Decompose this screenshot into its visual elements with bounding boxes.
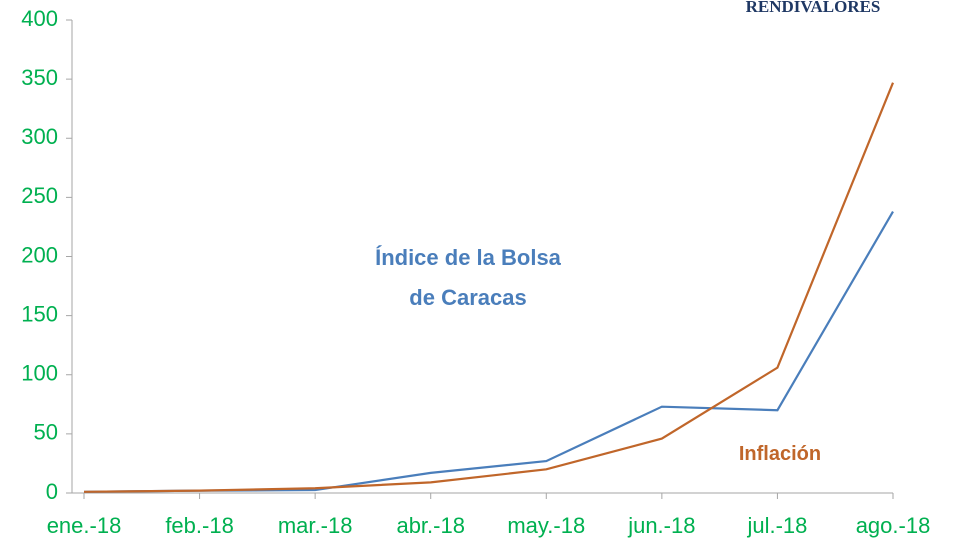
x-tick-label: jun.-18 <box>627 513 695 538</box>
source-label: RENDIVALORES <box>746 0 881 16</box>
y-tick-label: 50 <box>34 420 58 445</box>
y-tick-label: 150 <box>21 301 58 326</box>
y-tick-label: 300 <box>21 124 58 149</box>
y-tick-label: 200 <box>21 242 58 267</box>
series-label: Inflación <box>738 443 822 465</box>
series-label: Índice de la Bolsa de Caracas <box>375 245 561 310</box>
x-tick-label: ago.-18 <box>856 513 931 538</box>
y-tick-label: 250 <box>21 183 58 208</box>
series-line <box>83 82 895 493</box>
x-tick-label: ene.-18 <box>47 513 122 538</box>
x-tick-label: jul.-18 <box>746 513 807 538</box>
x-tick-label: may.-18 <box>507 513 585 538</box>
y-tick-label: 100 <box>21 361 58 386</box>
y-tick-label: 0 <box>46 479 58 504</box>
y-tick-label: 400 <box>21 6 58 31</box>
x-tick-label: mar.-18 <box>278 513 353 538</box>
x-tick-label: abr.-18 <box>396 513 465 538</box>
y-tick-label: 350 <box>21 65 58 90</box>
x-tick-label: feb.-18 <box>165 513 234 538</box>
